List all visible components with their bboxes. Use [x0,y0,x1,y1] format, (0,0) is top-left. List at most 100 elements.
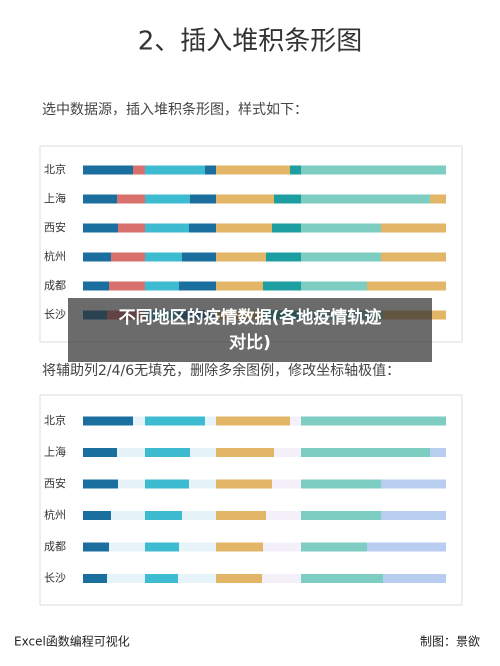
category-label: 成都 [44,279,66,292]
bar-segment [216,511,266,520]
heading: 2、插入堆积条形图 [138,27,363,57]
bar-segment [216,165,290,175]
bar-segment [83,448,117,457]
category-label: 上海 [44,191,66,205]
bar-segment [109,281,145,291]
bar-segment [83,165,133,175]
bar-segment [182,511,216,520]
bar-segment [190,194,216,204]
bar-segment [117,448,145,457]
bar-segment [205,165,216,175]
category-label: 长沙 [44,572,66,585]
bar-segment [383,574,446,583]
bar-segment [190,448,216,457]
overlay-box [68,298,432,362]
bar-segment [111,252,145,262]
bar-segment [301,448,430,457]
bar-segment [145,281,179,291]
bar-segment [179,281,216,291]
bar-segment [83,511,111,520]
bar-segment [216,194,274,204]
bar-segment [274,194,301,204]
category-label: 成都 [44,540,66,553]
bar-segment [178,574,216,583]
bar-segment [83,574,107,583]
bar-segment [301,223,381,233]
bar-segment [83,194,117,204]
bar-segment [83,479,118,489]
bar-segment [381,223,446,233]
bar-segment [263,281,301,291]
bar-segment [145,448,190,457]
bar-segment [263,542,301,552]
bar-segment [83,252,111,262]
bar-segment [145,511,182,520]
bar-segment [83,281,109,291]
category-label: 西安 [44,476,66,490]
bar-segment [430,194,446,204]
bar-segment [117,194,145,204]
bar-segment [216,223,272,233]
bar-segment [301,542,367,552]
bar-segment [301,574,383,583]
bar-segment [145,479,189,489]
bar-segment [290,416,301,426]
footer-left: Excel函数编程可视化 [14,634,130,649]
bar-segment [118,479,145,489]
bar-segment [107,574,145,583]
category-label: 北京 [44,162,66,176]
bar-segment [205,416,216,426]
bar-segment [266,252,301,262]
step2: 将辅助列2/4/6无填充，删除多余图例，修改坐标轴极值： [42,362,400,379]
bar-segment [272,223,301,233]
category-label: 杭州 [44,249,66,263]
bar-segment [301,281,367,291]
bar-segment [301,511,381,520]
bar-segment [216,479,272,489]
bar-segment [381,479,446,489]
bar-segment [83,542,109,552]
category-label: 长沙 [44,308,66,321]
bar-segment [145,542,179,552]
category-label: 北京 [44,413,66,427]
bar-segment [381,511,446,520]
bar-segment [367,281,446,291]
bar-segment [216,448,274,457]
bar-segment [301,416,446,426]
chart-frame [39,394,463,606]
bar-segment [189,479,216,489]
bar-segment [216,574,262,583]
bar-segment [179,542,216,552]
bar-segment [430,448,446,457]
bar-segment [182,252,216,262]
bar-segment [145,416,205,426]
bar-segment [301,194,430,204]
intro: 选中数据源，插入堆积条形图，样式如下： [42,101,308,118]
bar-segment [145,223,189,233]
bar-segment [216,281,263,291]
bar-segment [145,194,190,204]
bar-segment [290,165,301,175]
bar-segment [301,479,381,489]
bar-segment [118,223,145,233]
bar-segment [266,511,301,520]
bar-segment [133,165,145,175]
bar-segment [189,223,216,233]
bar-segment [301,252,381,262]
bar-segment [367,542,446,552]
overlay-line: 对比) [229,332,271,353]
bar-segment [83,223,118,233]
footer-right: 制图：景欲 [420,635,480,649]
bar-segment [111,511,145,520]
bar-segment [83,416,133,426]
category-label: 杭州 [44,508,66,522]
category-label: 上海 [44,445,66,459]
bar-segment [145,165,205,175]
category-label: 西安 [44,220,66,234]
overlay-line: 不同地区的疫情数据(各地疫情轨迹 [119,307,382,328]
bar-segment [216,252,266,262]
bar-segment [262,574,301,583]
bar-segment [145,574,178,583]
bar-segment [109,542,145,552]
